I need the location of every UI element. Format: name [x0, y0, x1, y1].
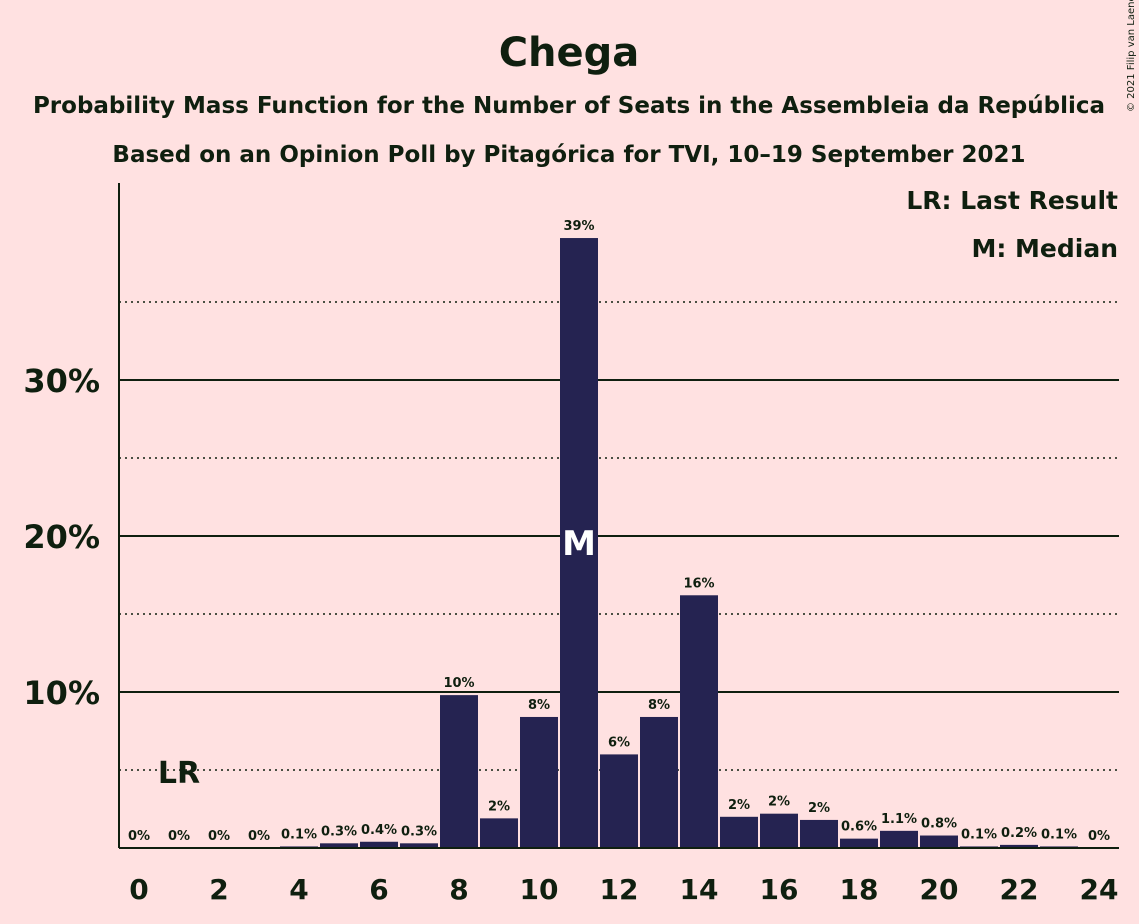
data-label-seats-7: 0.3%	[401, 824, 437, 839]
data-label-seats-3: 0%	[248, 829, 270, 844]
y-axis-ticks: 10% 20% 30%	[23, 362, 100, 712]
data-label-seats-14: 16%	[683, 576, 714, 591]
chart-subtitle-source: Based on an Opinion Poll by Pitagórica f…	[112, 142, 1025, 168]
chart-title: Chega	[499, 30, 640, 76]
last-result-marker: LR	[158, 756, 200, 791]
x-tick-label-12: 12	[600, 873, 639, 906]
data-label-seats-10: 8%	[528, 698, 550, 713]
bar-seats-11	[560, 238, 598, 849]
data-label-seats-4: 0.1%	[281, 827, 317, 842]
bar-seats-5	[320, 843, 358, 848]
bar-seats-12	[600, 754, 638, 848]
x-tick-label-14: 14	[680, 873, 719, 906]
bar-seats-9	[480, 818, 518, 848]
data-label-seats-11: 39%	[563, 219, 594, 234]
bar-seats-16	[760, 813, 798, 848]
median-marker: M	[562, 524, 596, 564]
bar-seats-8	[440, 695, 478, 848]
data-label-seats-17: 2%	[808, 801, 830, 816]
bar-seats-22	[1000, 844, 1038, 848]
data-label-seats-22: 0.2%	[1001, 826, 1037, 841]
bar-seats-19	[880, 830, 918, 848]
data-labels: 0% 0% 0% 0% 0.1% 0.3% 0.4% 0.3% 10% 2% 8% 39% 6% 8% 16…	[128, 219, 1110, 844]
bar-seats-7	[400, 843, 438, 848]
bar-seats-20	[920, 835, 958, 848]
data-label-seats-20: 0.8%	[921, 817, 957, 832]
x-tick-label-0: 0	[129, 873, 148, 906]
chart-subtitle: Probability Mass Function for the Number…	[33, 93, 1105, 119]
x-tick-label-18: 18	[840, 873, 879, 906]
x-tick-label-24: 24	[1080, 873, 1119, 906]
x-tick-label-8: 8	[449, 873, 468, 906]
x-tick-label-20: 20	[920, 873, 959, 906]
data-label-seats-12: 6%	[608, 735, 630, 750]
x-tick-label-6: 6	[369, 873, 388, 906]
x-axis-ticks: 0 2 4 6 8 10 12 14 16 18 20 22 24	[129, 873, 1118, 906]
data-label-seats-8: 10%	[443, 676, 474, 691]
data-label-seats-19: 1.1%	[881, 812, 917, 827]
x-tick-label-2: 2	[209, 873, 228, 906]
bar-seats-6	[360, 841, 398, 848]
data-label-seats-2: 0%	[208, 829, 230, 844]
bar-seats-15	[720, 816, 758, 848]
bar-series	[280, 238, 1078, 849]
data-label-seats-16: 2%	[768, 795, 790, 810]
y-tick-label-10: 10%	[23, 674, 100, 712]
data-label-seats-13: 8%	[648, 698, 670, 713]
x-tick-label-4: 4	[289, 873, 308, 906]
x-tick-label-22: 22	[1000, 873, 1039, 906]
copyright-note: © 2021 Filip van Laenen	[1126, 0, 1137, 112]
data-label-seats-6: 0.4%	[361, 823, 397, 838]
data-label-seats-1: 0%	[168, 829, 190, 844]
bar-seats-17	[800, 819, 838, 848]
legend-median: M: Median	[971, 234, 1118, 263]
y-tick-label-20: 20%	[23, 518, 100, 556]
data-label-seats-21: 0.1%	[961, 827, 997, 842]
data-label-seats-15: 2%	[728, 798, 750, 813]
bar-seats-13	[640, 716, 678, 848]
bar-seats-14	[680, 595, 718, 848]
bar-seats-10	[520, 716, 558, 848]
data-label-seats-18: 0.6%	[841, 820, 877, 835]
data-label-seats-9: 2%	[488, 799, 510, 814]
legend-last-result: LR: Last Result	[906, 186, 1118, 215]
data-label-seats-5: 0.3%	[321, 824, 357, 839]
bar-seats-18	[840, 838, 878, 848]
grid-lines	[119, 301, 1119, 771]
x-tick-label-10: 10	[520, 873, 559, 906]
data-label-seats-24: 0%	[1088, 829, 1110, 844]
data-label-seats-0: 0%	[128, 829, 150, 844]
data-label-seats-23: 0.1%	[1041, 827, 1077, 842]
x-tick-label-16: 16	[760, 873, 799, 906]
y-tick-label-30: 30%	[23, 362, 100, 400]
